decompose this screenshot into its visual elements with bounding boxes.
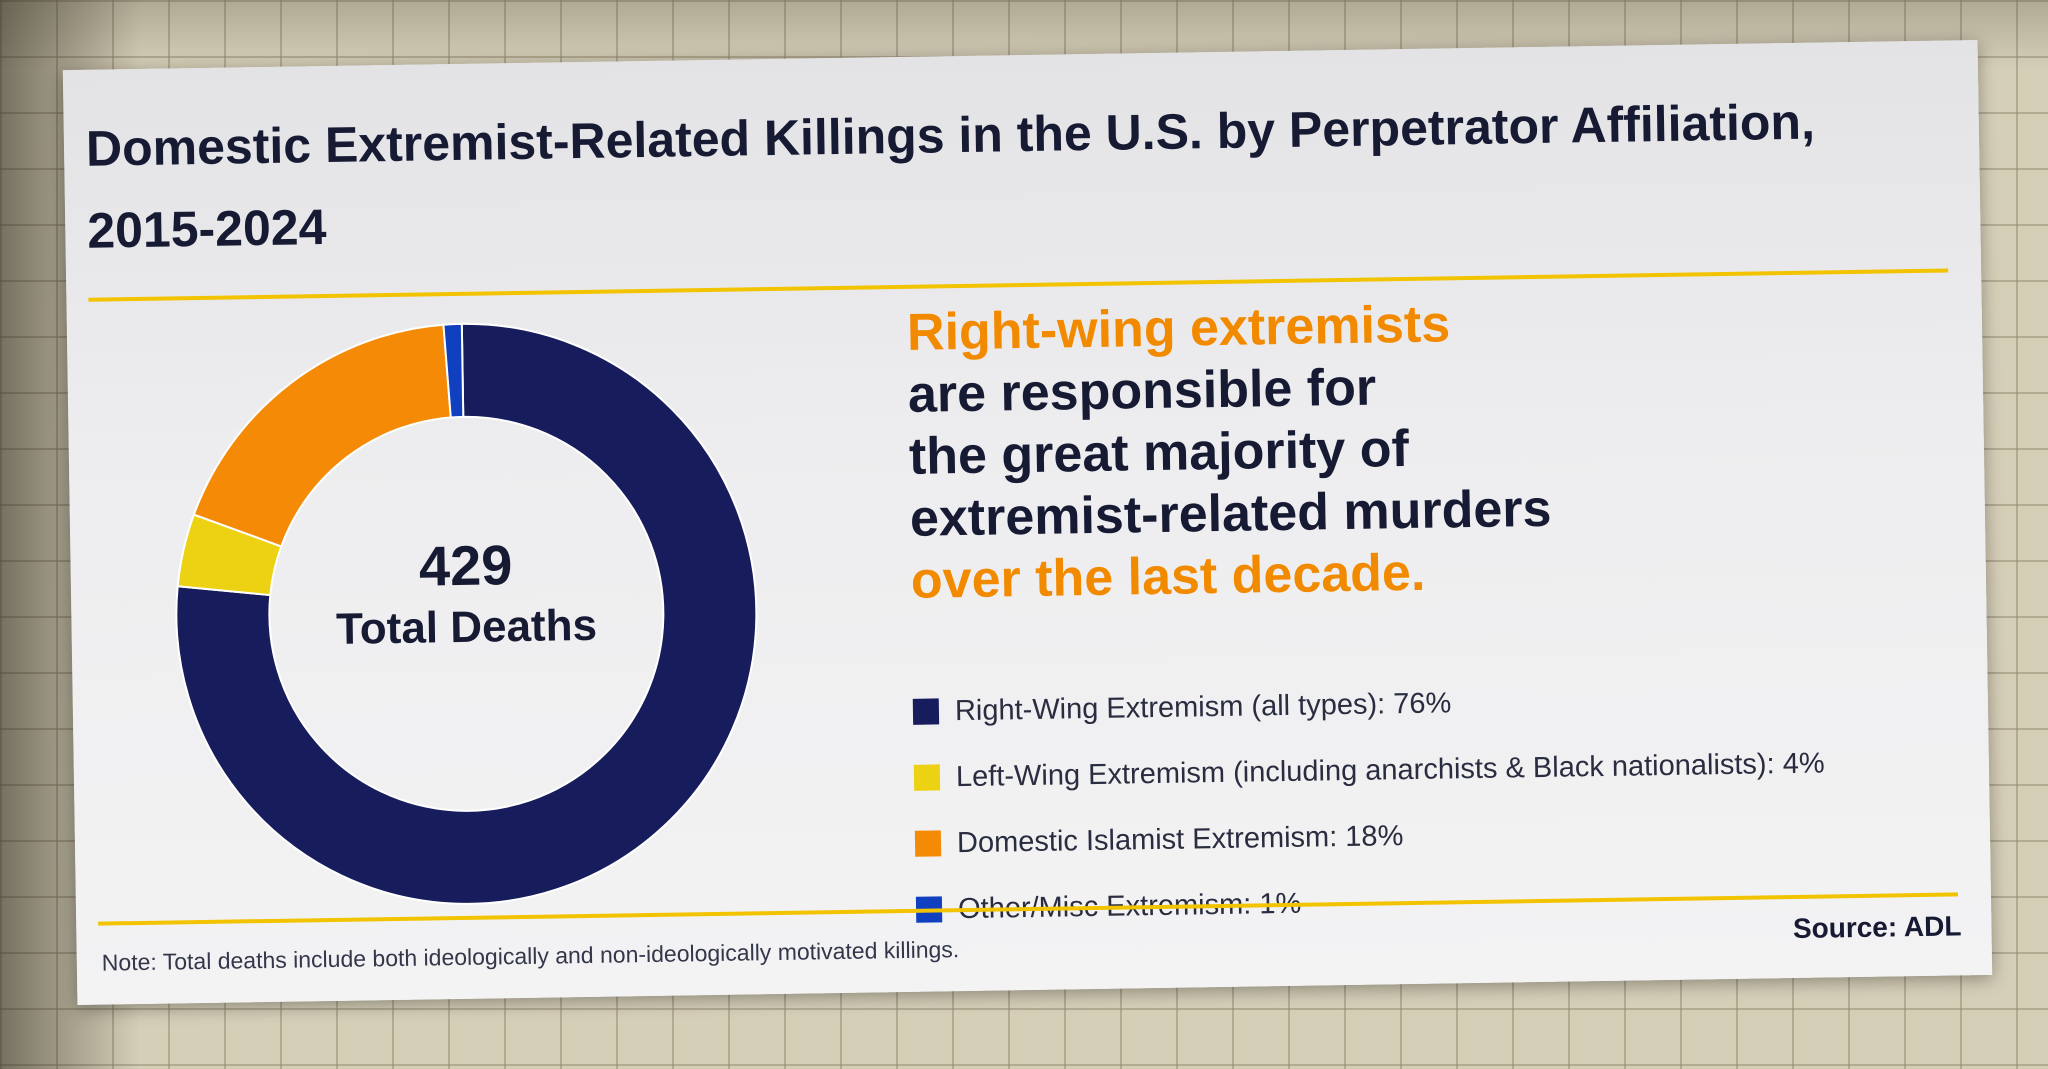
total-deaths-value: 429	[165, 529, 766, 602]
total-deaths-label: Total Deaths	[166, 597, 767, 658]
donut-slice-2	[191, 325, 453, 548]
legend-label: Right-Wing Extremism (all types): 76%	[955, 687, 1452, 728]
presentation-slide: Domestic Extremist-Related Killings in t…	[63, 40, 1992, 1005]
legend-swatch	[913, 698, 939, 724]
headline-highlight-2: over the last decade.	[910, 536, 1811, 612]
legend-swatch	[914, 764, 940, 790]
source-credit: Source: ADL	[1793, 910, 1962, 945]
legend-label: Domestic Islamist Extremism: 18%	[957, 820, 1404, 860]
donut-chart: 429 Total Deaths	[162, 309, 771, 918]
legend-swatch	[915, 830, 941, 856]
footnote: Note: Total deaths include both ideologi…	[102, 936, 960, 976]
slide-title: Domestic Extremist-Related Killings in t…	[85, 79, 1947, 272]
legend-label: Left-Wing Extremism (including anarchist…	[956, 747, 1825, 794]
headline: Right-wing extremists are responsible fo…	[907, 288, 1812, 612]
